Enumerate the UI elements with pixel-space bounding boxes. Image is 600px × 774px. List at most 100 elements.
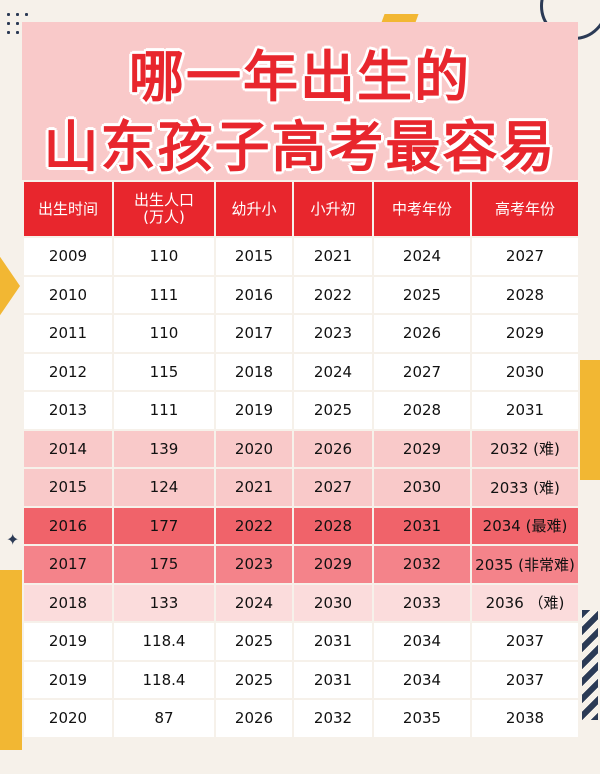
decorative-yellow-strip-left: [0, 570, 22, 750]
cell-population: 175: [112, 544, 216, 585]
table-row: 2010 111 2016 2022 2025 2028: [22, 274, 578, 315]
table-row: 2009 110 2015 2021 2024 2027: [22, 236, 578, 277]
table-row: 2018 133 2024 2030 2033 2036 （难): [22, 582, 578, 623]
cell-birth-year: 2013: [22, 390, 114, 431]
title-line-1: 哪一年出生的: [128, 45, 471, 109]
cell-zhongkao-year: 2032: [372, 544, 472, 585]
data-table-container: 出生时间 出生人口 (万人) 幼升小 小升初 中考年份 高考年份 2009 110…: [22, 180, 578, 774]
cell-primary-to-middle: 2025: [292, 390, 374, 431]
cell-zhongkao-year: 2029: [372, 428, 472, 469]
cell-population: 110: [112, 236, 216, 277]
cell-primary-to-middle: 2030: [292, 582, 374, 623]
cell-kindergarten-to-primary: 2019: [214, 390, 294, 431]
cell-kindergarten-to-primary: 2020: [214, 428, 294, 469]
cell-primary-to-middle: 2031: [292, 621, 374, 662]
table-row: 2012 115 2018 2024 2027 2030: [22, 351, 578, 392]
table-row: 2019 118.4 2025 2031 2034 2037: [22, 621, 578, 662]
cell-zhongkao-year: 2034: [372, 659, 472, 700]
cell-zhongkao-year: 2026: [372, 313, 472, 354]
cell-birth-year: 2017: [22, 544, 114, 585]
birth-gaokao-table: 出生时间 出生人口 (万人) 幼升小 小升初 中考年份 高考年份 2009 110…: [22, 180, 578, 739]
cell-birth-year: 2019: [22, 659, 114, 700]
cell-birth-year: 2019: [22, 621, 114, 662]
table-row: 2015 124 2021 2027 2030 2033 (难): [22, 467, 578, 508]
header-population-line2: (万人): [143, 208, 185, 226]
cell-zhongkao-year: 2024: [372, 236, 472, 277]
cell-birth-year: 2009: [22, 236, 114, 277]
table-row: 2011 110 2017 2023 2026 2029: [22, 313, 578, 354]
cell-birth-year: 2011: [22, 313, 114, 354]
title-line-2: 山东孩子高考最容易: [43, 115, 557, 179]
header-population: 出生人口 (万人): [112, 180, 216, 238]
cell-birth-year: 2016: [22, 505, 114, 546]
cell-kindergarten-to-primary: 2015: [214, 236, 294, 277]
table-row: 2017 175 2023 2029 2032 2035 (非常难): [22, 544, 578, 585]
cell-birth-year: 2018: [22, 582, 114, 623]
header-primary-to-middle: 小升初: [292, 180, 374, 238]
title-banner: 哪一年出生的 山东孩子高考最容易: [22, 22, 578, 180]
cell-zhongkao-year: 2028: [372, 390, 472, 431]
cell-primary-to-middle: 2028: [292, 505, 374, 546]
cell-zhongkao-year: 2035: [372, 698, 472, 739]
cell-primary-to-middle: 2022: [292, 274, 374, 315]
cell-zhongkao-year: 2034: [372, 621, 472, 662]
cell-kindergarten-to-primary: 2017: [214, 313, 294, 354]
cell-zhongkao-year: 2025: [372, 274, 472, 315]
cell-gaokao-year: 2030: [470, 351, 578, 392]
cell-kindergarten-to-primary: 2025: [214, 621, 294, 662]
cell-population: 111: [112, 390, 216, 431]
cell-birth-year: 2014: [22, 428, 114, 469]
cell-kindergarten-to-primary: 2026: [214, 698, 294, 739]
cell-population: 118.4: [112, 621, 216, 662]
cell-primary-to-middle: 2031: [292, 659, 374, 700]
cell-kindergarten-to-primary: 2024: [214, 582, 294, 623]
cell-primary-to-middle: 2026: [292, 428, 374, 469]
cell-population: 139: [112, 428, 216, 469]
cell-primary-to-middle: 2027: [292, 467, 374, 508]
cell-kindergarten-to-primary: 2021: [214, 467, 294, 508]
cell-birth-year: 2012: [22, 351, 114, 392]
table-header-row: 出生时间 出生人口 (万人) 幼升小 小升初 中考年份 高考年份: [22, 180, 578, 238]
cell-gaokao-year: 2038: [470, 698, 578, 739]
cell-birth-year: 2010: [22, 274, 114, 315]
cell-primary-to-middle: 2024: [292, 351, 374, 392]
cell-gaokao-year: 2037: [470, 659, 578, 700]
cell-population: 133: [112, 582, 216, 623]
table-row: 2014 139 2020 2026 2029 2032 (难): [22, 428, 578, 469]
cell-population: 110: [112, 313, 216, 354]
cell-zhongkao-year: 2030: [372, 467, 472, 508]
cell-population: 124: [112, 467, 216, 508]
cell-gaokao-year: 2028: [470, 274, 578, 315]
cell-primary-to-middle: 2032: [292, 698, 374, 739]
header-birth-year: 出生时间: [22, 180, 114, 238]
cell-kindergarten-to-primary: 2022: [214, 505, 294, 546]
cell-gaokao-year: 2037: [470, 621, 578, 662]
cell-population: 177: [112, 505, 216, 546]
cell-kindergarten-to-primary: 2016: [214, 274, 294, 315]
header-zhongkao-year: 中考年份: [372, 180, 472, 238]
cell-gaokao-year: 2032 (难): [470, 428, 578, 469]
header-gaokao-year: 高考年份: [470, 180, 578, 238]
table-row: 2020 87 2026 2032 2035 2038: [22, 698, 578, 739]
cell-gaokao-year: 2034 (最难): [470, 505, 578, 546]
cell-gaokao-year: 2035 (非常难): [470, 544, 578, 585]
decorative-yellow-strip-right: [580, 360, 600, 480]
header-population-line1: 出生人口: [133, 191, 194, 209]
cell-population: 111: [112, 274, 216, 315]
header-kindergarten-to-primary: 幼升小: [214, 180, 294, 238]
cell-zhongkao-year: 2031: [372, 505, 472, 546]
decorative-yellow-triangle: [0, 248, 20, 324]
cell-birth-year: 2020: [22, 698, 114, 739]
table-row: 2013 111 2019 2025 2028 2031: [22, 390, 578, 431]
cell-zhongkao-year: 2027: [372, 351, 472, 392]
cell-zhongkao-year: 2033: [372, 582, 472, 623]
cell-population: 87: [112, 698, 216, 739]
cell-primary-to-middle: 2021: [292, 236, 374, 277]
cell-birth-year: 2015: [22, 467, 114, 508]
cell-gaokao-year: 2031: [470, 390, 578, 431]
cell-population: 115: [112, 351, 216, 392]
table-row: 2016 177 2022 2028 2031 2034 (最难): [22, 505, 578, 546]
cell-kindergarten-to-primary: 2023: [214, 544, 294, 585]
cell-gaokao-year: 2033 (难): [470, 467, 578, 508]
cell-primary-to-middle: 2023: [292, 313, 374, 354]
